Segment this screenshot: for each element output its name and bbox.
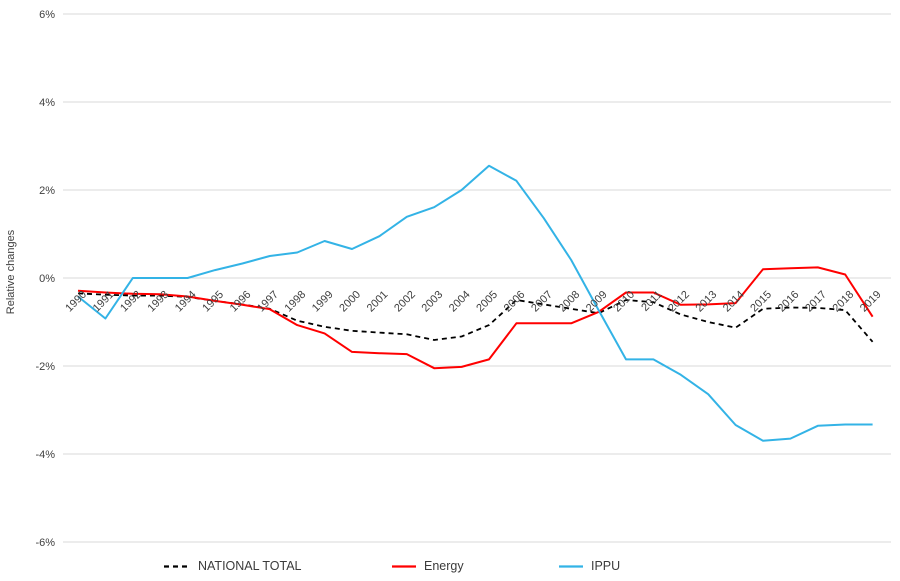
x-tick-label: 2018 (831, 289, 857, 315)
x-tick-label: 2003 (420, 289, 446, 315)
y-tick-label: -2% (35, 361, 55, 373)
y-tick-label: -6% (35, 537, 55, 549)
y-tick-label: 4% (39, 97, 55, 109)
solid-line-swatch-blue (559, 564, 583, 568)
x-tick-label: 2016 (776, 289, 802, 315)
legend-item-national-total: NATIONAL TOTAL (163, 556, 302, 576)
series-line-ippu (77, 164, 873, 442)
y-tick-label: 2% (39, 185, 55, 197)
x-tick-label: 2007 (529, 289, 555, 315)
x-tick-label: 2001 (365, 289, 391, 315)
series-line-national-total (77, 292, 874, 343)
x-tick-label: 2012 (666, 289, 692, 315)
x-tick-label: 1999 (310, 289, 336, 315)
x-tick-label: 2013 (694, 289, 720, 315)
legend-label-ippu: IPPU (591, 559, 621, 573)
x-tick-label: 2019 (858, 289, 884, 315)
legend-label-national-total: NATIONAL TOTAL (198, 559, 302, 573)
x-tick-label: 2000 (337, 289, 363, 315)
x-tick-label: 1994 (173, 289, 199, 315)
x-tick-label: 2017 (803, 289, 829, 315)
x-tick-label: 2014 (721, 289, 747, 315)
x-tick-label: 2008 (557, 289, 583, 315)
legend: NATIONAL TOTAL Energy IPPU (0, 556, 900, 578)
y-tick-label: 0% (39, 273, 55, 285)
x-tick-label: 2004 (447, 289, 473, 315)
dashed-line-swatch (164, 564, 190, 568)
x-tick-label: 2002 (392, 289, 418, 315)
legend-item-ippu: IPPU (558, 556, 620, 576)
x-tick-label: 1993 (146, 289, 172, 315)
x-tick-label: 2005 (474, 289, 500, 315)
x-tick-label: 1997 (255, 289, 281, 315)
x-tick-label: 2009 (584, 289, 610, 315)
legend-label-energy: Energy (424, 559, 464, 573)
x-tick-label: 1998 (283, 289, 309, 315)
legend-item-energy: Energy (391, 556, 464, 576)
y-tick-label: -4% (35, 449, 55, 461)
y-tick-label: 6% (39, 9, 55, 21)
series-line-energy (77, 266, 874, 370)
x-tick-label: 1996 (228, 289, 254, 315)
solid-line-swatch-red (392, 564, 416, 568)
